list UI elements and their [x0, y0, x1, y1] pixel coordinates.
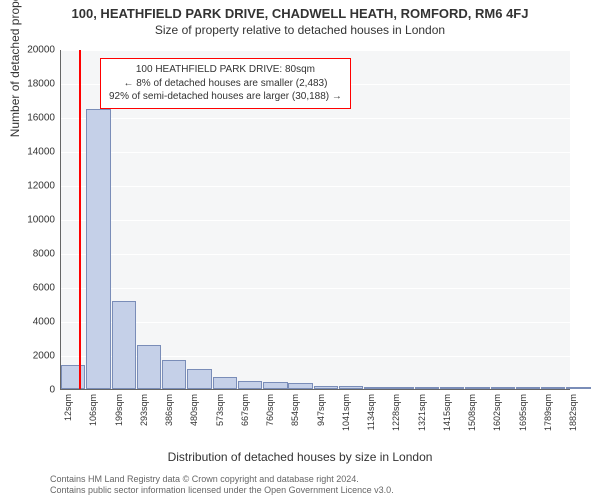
x-tick-label: 480sqm — [189, 394, 199, 444]
histogram-bar — [566, 387, 590, 389]
y-tick-label: 12000 — [5, 181, 55, 192]
annotation-box: 100 HEATHFIELD PARK DRIVE: 80sqm ← 8% of… — [100, 58, 351, 109]
gridline — [61, 288, 570, 289]
histogram-bar — [187, 369, 211, 389]
gridline — [61, 118, 570, 119]
footer-attribution: Contains HM Land Registry data © Crown c… — [50, 474, 394, 496]
histogram-bar — [465, 387, 489, 389]
histogram-bar — [415, 387, 439, 389]
histogram-bar — [162, 360, 186, 389]
histogram-bar — [213, 377, 237, 389]
gridline — [61, 220, 570, 221]
x-tick-label: 1041sqm — [341, 394, 351, 444]
chart-container: 100, HEATHFIELD PARK DRIVE, CHADWELL HEA… — [0, 0, 600, 500]
histogram-bar — [86, 109, 110, 390]
x-tick-label: 1415sqm — [442, 394, 452, 444]
x-tick-label: 947sqm — [316, 394, 326, 444]
y-tick-label: 10000 — [5, 215, 55, 226]
y-tick-label: 16000 — [5, 113, 55, 124]
annotation-line: ← 8% of detached houses are smaller (2,4… — [109, 77, 342, 91]
x-tick-label: 1508sqm — [467, 394, 477, 444]
histogram-bar — [440, 387, 464, 389]
footer-line: Contains public sector information licen… — [50, 485, 394, 496]
x-tick-label: 1321sqm — [417, 394, 427, 444]
x-tick-label: 12sqm — [63, 394, 73, 444]
x-axis-label: Distribution of detached houses by size … — [0, 450, 600, 464]
y-tick-label: 0 — [5, 385, 55, 396]
gridline — [61, 254, 570, 255]
gridline — [61, 322, 570, 323]
x-tick-label: 293sqm — [139, 394, 149, 444]
x-tick-label: 199sqm — [114, 394, 124, 444]
x-tick-label: 854sqm — [290, 394, 300, 444]
gridline — [61, 152, 570, 153]
annotation-line: 92% of semi-detached houses are larger (… — [109, 90, 342, 104]
histogram-bar — [491, 387, 515, 389]
histogram-bar — [263, 382, 287, 389]
y-tick-label: 8000 — [5, 249, 55, 260]
x-tick-label: 1695sqm — [518, 394, 528, 444]
histogram-bar — [288, 383, 312, 389]
x-tick-label: 1228sqm — [391, 394, 401, 444]
gridline — [61, 186, 570, 187]
histogram-bar — [137, 345, 161, 389]
x-tick-label: 1134sqm — [366, 394, 376, 444]
x-tick-label: 106sqm — [88, 394, 98, 444]
x-tick-label: 1602sqm — [492, 394, 502, 444]
histogram-bar — [364, 387, 388, 389]
y-tick-label: 4000 — [5, 317, 55, 328]
y-tick-label: 20000 — [5, 45, 55, 56]
gridline — [61, 50, 570, 51]
histogram-bar — [339, 386, 363, 389]
histogram-bar — [389, 387, 413, 389]
x-tick-label: 386sqm — [164, 394, 174, 444]
x-tick-label: 1882sqm — [568, 394, 578, 444]
y-tick-label: 18000 — [5, 79, 55, 90]
y-tick-label: 2000 — [5, 351, 55, 362]
histogram-bar — [112, 301, 136, 389]
x-tick-label: 667sqm — [240, 394, 250, 444]
annotation-line: 100 HEATHFIELD PARK DRIVE: 80sqm — [109, 63, 342, 77]
x-tick-label: 1789sqm — [543, 394, 553, 444]
chart-title: 100, HEATHFIELD PARK DRIVE, CHADWELL HEA… — [0, 0, 600, 21]
histogram-bar — [541, 387, 565, 389]
histogram-bar — [61, 365, 85, 389]
x-tick-label: 760sqm — [265, 394, 275, 444]
histogram-bar — [314, 386, 338, 389]
property-marker-line — [79, 50, 81, 389]
histogram-bar — [238, 381, 262, 390]
y-tick-label: 14000 — [5, 147, 55, 158]
x-tick-label: 573sqm — [215, 394, 225, 444]
histogram-bar — [516, 387, 540, 389]
y-tick-label: 6000 — [5, 283, 55, 294]
chart-subtitle: Size of property relative to detached ho… — [0, 21, 600, 43]
footer-line: Contains HM Land Registry data © Crown c… — [50, 474, 394, 485]
